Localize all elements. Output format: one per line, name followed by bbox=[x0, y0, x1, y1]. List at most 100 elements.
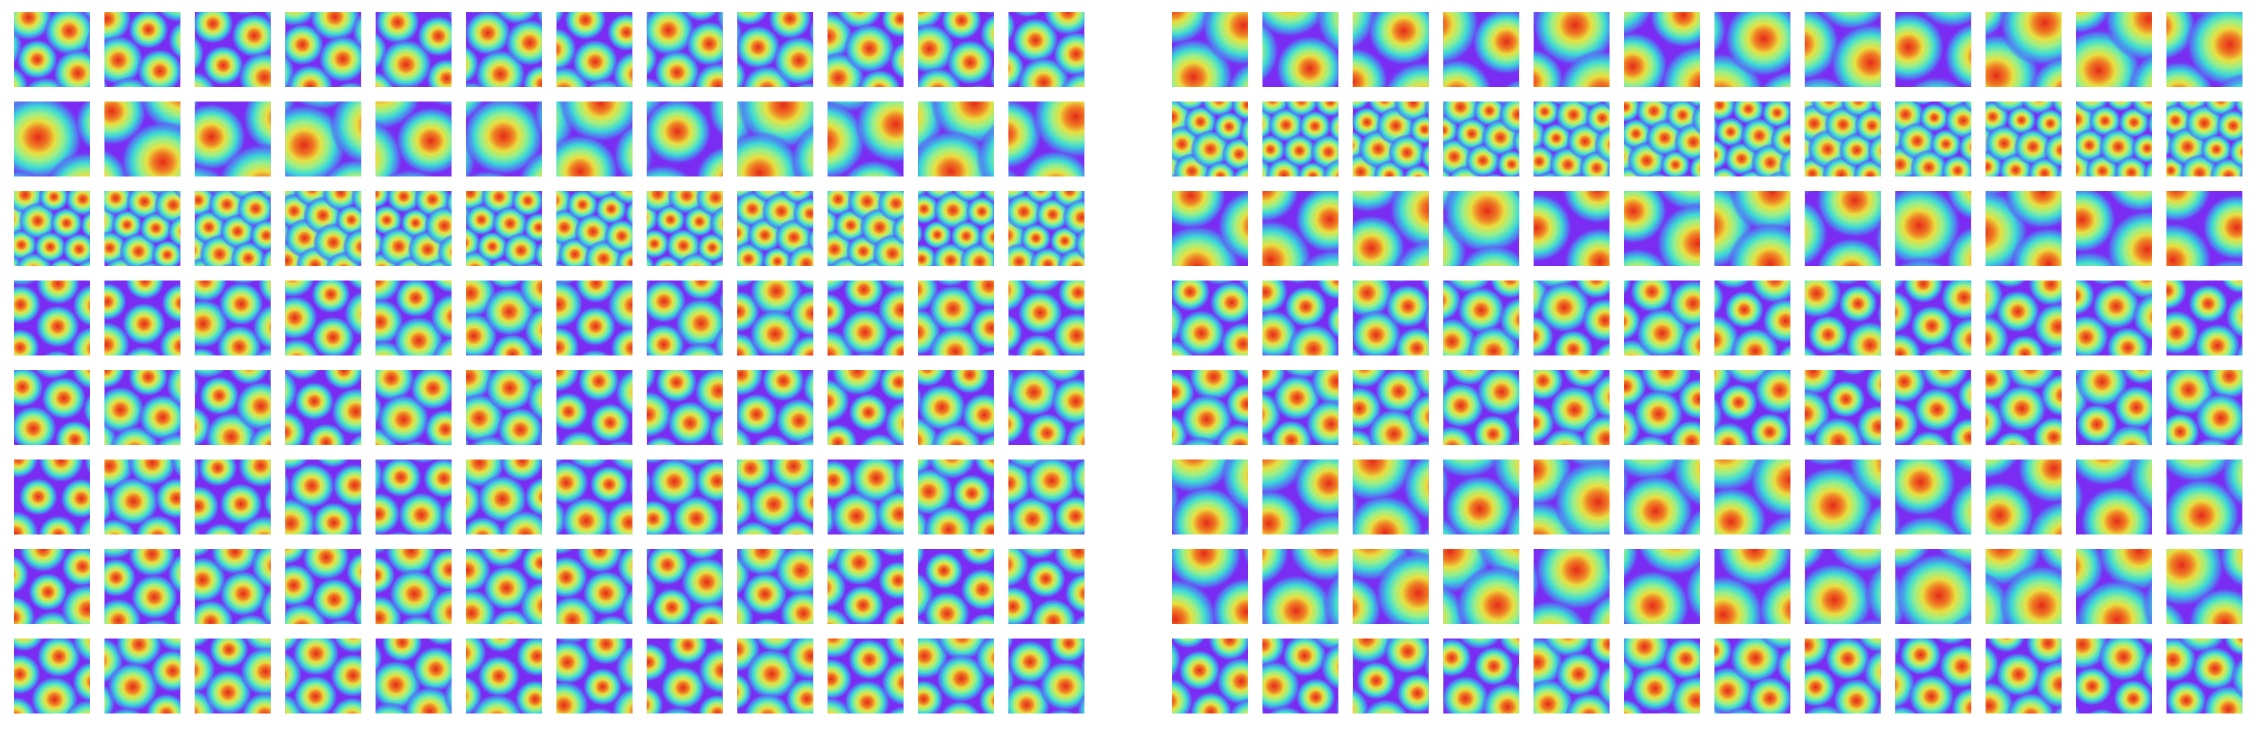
firing-field bbox=[610, 191, 633, 205]
firing-field bbox=[2106, 209, 2152, 266]
firing-field bbox=[239, 515, 271, 535]
firing-field bbox=[285, 370, 321, 381]
firing-field bbox=[443, 677, 452, 714]
firing-field bbox=[1534, 549, 1610, 611]
rate-map bbox=[827, 638, 904, 714]
firing-field bbox=[793, 81, 814, 87]
firing-field bbox=[1919, 12, 1972, 29]
firing-field bbox=[2056, 164, 2062, 177]
rate-map bbox=[285, 370, 362, 445]
rate-map bbox=[1985, 459, 2062, 535]
firing-field bbox=[1052, 31, 1085, 77]
firing-field bbox=[1367, 12, 1429, 66]
firing-field bbox=[505, 18, 542, 67]
firing-field bbox=[250, 549, 271, 590]
firing-field bbox=[646, 642, 669, 682]
firing-field bbox=[1455, 564, 1520, 624]
firing-field bbox=[1631, 434, 1671, 445]
firing-field bbox=[145, 693, 181, 714]
firing-field bbox=[1854, 108, 1881, 143]
firing-field bbox=[2106, 191, 2152, 213]
firing-field bbox=[1948, 479, 1972, 535]
rate-map bbox=[1352, 101, 1429, 177]
firing-field bbox=[790, 124, 814, 177]
rate-map bbox=[104, 549, 181, 624]
firing-field bbox=[1443, 370, 1451, 393]
firing-field bbox=[697, 694, 723, 714]
firing-field bbox=[1498, 296, 1520, 344]
rate-map bbox=[1533, 280, 1610, 356]
firing-field bbox=[2045, 346, 2062, 356]
firing-field bbox=[2131, 133, 2152, 164]
firing-field bbox=[655, 370, 698, 403]
firing-field bbox=[194, 549, 212, 558]
firing-field bbox=[1895, 12, 1896, 13]
firing-field bbox=[336, 81, 362, 87]
firing-field bbox=[107, 662, 159, 712]
firing-field bbox=[615, 644, 633, 693]
firing-field bbox=[1895, 638, 1902, 659]
rate-map bbox=[1443, 101, 1520, 177]
firing-field bbox=[1895, 459, 1957, 517]
firing-field bbox=[194, 485, 220, 527]
firing-field bbox=[2234, 341, 2243, 356]
firing-field bbox=[2166, 412, 2201, 445]
rate-map bbox=[1624, 191, 1700, 266]
firing-field bbox=[14, 638, 45, 652]
firing-field bbox=[1076, 693, 1085, 714]
firing-field bbox=[466, 169, 511, 177]
firing-field bbox=[1503, 500, 1520, 535]
firing-field bbox=[170, 264, 181, 266]
firing-field bbox=[76, 515, 90, 535]
firing-field bbox=[172, 191, 181, 199]
firing-field bbox=[1511, 342, 1520, 356]
rate-map bbox=[737, 549, 814, 624]
firing-field bbox=[1352, 280, 1394, 319]
firing-field bbox=[1402, 459, 1429, 522]
firing-field bbox=[38, 191, 70, 212]
firing-field bbox=[1008, 165, 1022, 177]
firing-field bbox=[1553, 329, 1594, 356]
firing-field bbox=[2202, 193, 2243, 261]
firing-field bbox=[1008, 638, 1015, 652]
firing-field bbox=[448, 459, 452, 463]
firing-field bbox=[1053, 495, 1085, 535]
firing-field bbox=[260, 247, 271, 266]
firing-field bbox=[318, 35, 362, 83]
firing-field bbox=[877, 549, 904, 558]
rate-map bbox=[2166, 101, 2243, 177]
firing-field bbox=[589, 465, 630, 504]
firing-field bbox=[466, 101, 542, 176]
firing-field bbox=[1760, 638, 1791, 651]
firing-field bbox=[776, 519, 814, 535]
firing-field bbox=[430, 293, 452, 341]
firing-field bbox=[1262, 85, 1272, 87]
firing-field bbox=[1948, 316, 1972, 356]
rate-map bbox=[14, 280, 90, 356]
firing-field bbox=[1594, 126, 1610, 164]
firing-field bbox=[125, 280, 165, 301]
firing-field bbox=[918, 129, 994, 177]
firing-field bbox=[1048, 638, 1085, 663]
firing-field bbox=[709, 205, 723, 242]
firing-field bbox=[1403, 164, 1429, 177]
firing-field bbox=[1328, 113, 1339, 142]
firing-field bbox=[589, 402, 631, 443]
firing-field bbox=[1950, 686, 1972, 714]
rate-map bbox=[918, 191, 994, 266]
firing-field bbox=[14, 459, 39, 479]
firing-field bbox=[928, 284, 978, 333]
firing-field bbox=[1718, 383, 1759, 422]
rate-map bbox=[1533, 101, 1610, 177]
firing-field bbox=[161, 283, 181, 324]
firing-field bbox=[1262, 574, 1334, 624]
firing-field bbox=[1262, 638, 1286, 667]
firing-field bbox=[1624, 698, 1644, 714]
firing-field bbox=[2051, 101, 2062, 115]
firing-field bbox=[285, 410, 307, 445]
firing-field bbox=[713, 326, 723, 356]
firing-field bbox=[351, 12, 362, 50]
firing-field bbox=[992, 204, 994, 221]
firing-field bbox=[872, 533, 887, 535]
firing-field bbox=[1008, 495, 1057, 535]
